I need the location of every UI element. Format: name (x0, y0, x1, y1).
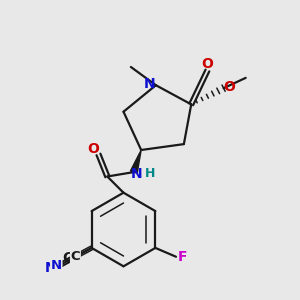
Text: O: O (87, 142, 99, 156)
Text: N: N (144, 77, 155, 91)
Text: N: N (51, 259, 62, 272)
Text: O: O (202, 57, 213, 71)
Text: O: O (223, 80, 235, 94)
Text: F: F (178, 250, 187, 264)
Polygon shape (130, 150, 141, 173)
Text: N: N (45, 261, 56, 275)
Text: N: N (130, 167, 142, 181)
Text: C: C (62, 251, 72, 265)
Text: H: H (145, 167, 155, 180)
Text: C: C (70, 250, 80, 263)
